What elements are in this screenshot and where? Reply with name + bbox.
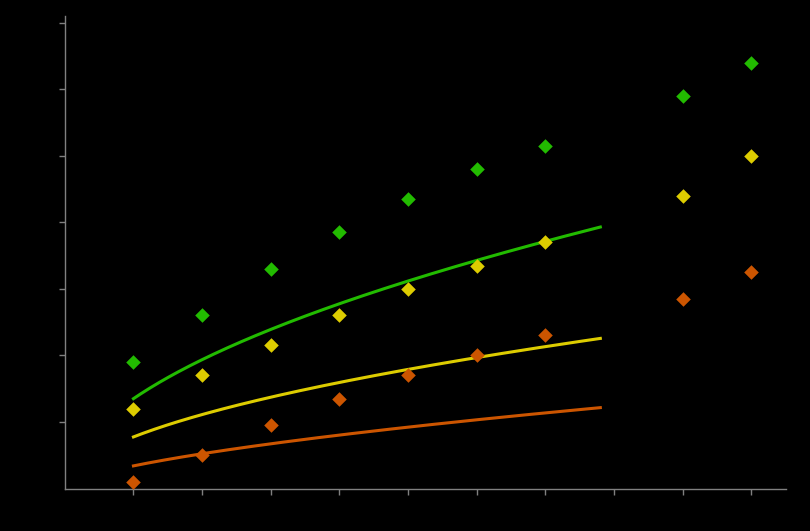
Point [471,261,484,270]
Point [539,238,552,246]
Point [745,151,758,160]
Point [676,295,689,303]
Point [676,191,689,200]
Point [471,165,484,173]
Point [539,141,552,150]
Point [127,477,140,486]
Point [471,351,484,359]
Point [333,228,346,236]
Point [196,371,209,380]
Point [264,421,277,430]
Point [676,91,689,100]
Point [402,371,415,380]
Point [264,264,277,273]
Point [539,331,552,340]
Point [196,451,209,459]
Point [333,311,346,320]
Point [402,285,415,293]
Point [196,311,209,320]
Point [264,341,277,349]
Point [402,195,415,203]
Point [127,405,140,413]
Point [745,268,758,277]
Point [745,58,758,67]
Point [127,358,140,366]
Point [333,395,346,403]
